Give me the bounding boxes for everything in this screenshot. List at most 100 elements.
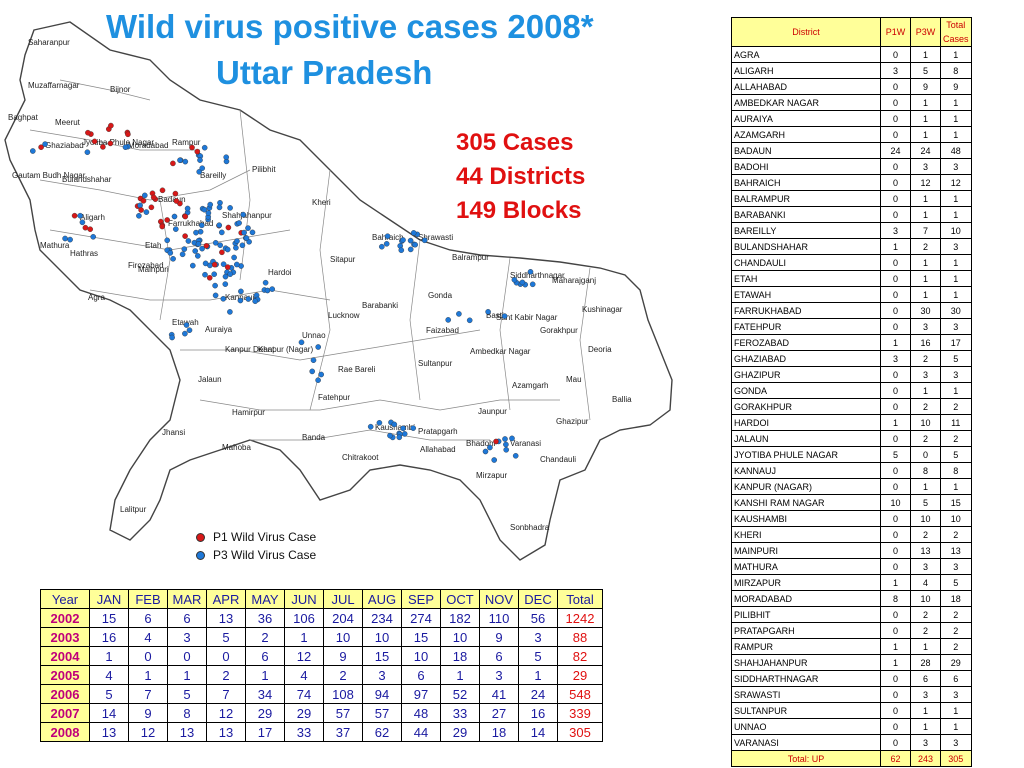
district-label: Badaun bbox=[158, 195, 186, 204]
p3-case-marker bbox=[456, 311, 462, 317]
case-count: 1 bbox=[910, 382, 941, 399]
p3-case-marker bbox=[298, 339, 305, 346]
case-count: 0 bbox=[880, 670, 911, 687]
p3-case-marker bbox=[318, 371, 325, 378]
table-row: 2005 4 1 1 2 1 4 2 3 6 1 3 1 29 bbox=[40, 665, 603, 685]
month-col-header: MAY bbox=[245, 589, 285, 609]
table-row: 2006 5 7 5 7 34 74 108 94 97 52 41 24 548 bbox=[40, 684, 603, 704]
p1-case-marker bbox=[82, 224, 89, 231]
district-label: Jhansi bbox=[162, 428, 185, 437]
p3-case-marker bbox=[201, 206, 208, 213]
page-title: Wild virus positive cases 2008* Uttar Pr… bbox=[100, 4, 720, 96]
p3-case-marker bbox=[171, 213, 178, 220]
total-cell: 62 bbox=[880, 750, 911, 767]
case-count: 8 bbox=[910, 462, 941, 479]
district-label: Sitapur bbox=[330, 255, 356, 264]
district-label: Mirzapur bbox=[476, 471, 507, 480]
p3-case-marker bbox=[141, 192, 148, 199]
district-label: Gautam Budh Nagar bbox=[12, 171, 86, 180]
case-count: 2 bbox=[910, 430, 941, 447]
summary-cases: 305 Cases bbox=[456, 129, 574, 156]
table-row: KANSHI RAM NAGAR 10 5 15 bbox=[731, 494, 972, 511]
district-label: Ghazipur bbox=[556, 417, 589, 426]
district-label: Lucknow bbox=[328, 311, 360, 320]
case-count: 1 bbox=[880, 334, 911, 351]
month-col-header: JUN bbox=[284, 589, 324, 609]
p3-case-marker bbox=[269, 286, 276, 292]
p3-case-marker bbox=[245, 296, 252, 302]
district-name: SIDDHARTHNAGAR bbox=[731, 670, 881, 687]
p3-case-marker bbox=[217, 242, 223, 248]
p3-case-marker bbox=[212, 239, 219, 246]
district-name: BADOHI bbox=[731, 158, 881, 175]
case-count: 10 bbox=[940, 510, 972, 527]
total-cell: 243 bbox=[910, 750, 941, 767]
p3-case-marker bbox=[136, 212, 142, 219]
month-value: 108 bbox=[323, 684, 363, 704]
month-value: 15 bbox=[401, 627, 441, 647]
district-label: Jalaun bbox=[198, 375, 222, 384]
district-label: Sultanpur bbox=[418, 359, 453, 368]
district-name: FARRUKHABAD bbox=[731, 302, 881, 319]
year-cell: 2005 bbox=[40, 665, 90, 685]
p3-case-marker bbox=[367, 423, 374, 430]
p3-case-marker bbox=[383, 240, 390, 247]
district-label: Farrukhabad bbox=[168, 219, 213, 228]
p3-case-marker bbox=[205, 210, 212, 216]
case-count: 3 bbox=[940, 734, 972, 751]
month-value: 5 bbox=[206, 627, 246, 647]
case-count: 0 bbox=[880, 542, 911, 559]
month-value: 37 bbox=[323, 722, 363, 742]
month-value: 13 bbox=[89, 722, 129, 742]
case-count: 10 bbox=[940, 222, 972, 239]
month-value: 6 bbox=[128, 608, 168, 628]
p3-case-marker bbox=[384, 233, 391, 239]
district-col-header: P1W bbox=[880, 17, 911, 47]
month-value: 10 bbox=[362, 627, 402, 647]
month-value: 9 bbox=[323, 646, 363, 666]
district-label: Jyotiba Phule Nagar bbox=[82, 138, 154, 147]
p3-case-marker bbox=[164, 237, 170, 244]
case-count: 1 bbox=[910, 190, 941, 207]
case-count: 3 bbox=[940, 158, 972, 175]
year-cell: 2006 bbox=[40, 684, 90, 704]
district-label: Hathras bbox=[70, 249, 98, 258]
case-count: 1 bbox=[910, 286, 941, 303]
p3-case-marker bbox=[491, 457, 498, 463]
district-name: ALIGARH bbox=[731, 62, 881, 79]
case-count: 0 bbox=[880, 622, 911, 639]
table-row: PRATAPGARH 0 2 2 bbox=[731, 622, 972, 639]
p3-case-marker bbox=[216, 222, 222, 228]
case-count: 0 bbox=[880, 718, 911, 735]
district-label: Sant Kabir Nagar bbox=[496, 313, 558, 322]
case-count: 0 bbox=[880, 174, 911, 191]
district-name: KANSHI RAM NAGAR bbox=[731, 494, 881, 511]
case-count: 2 bbox=[910, 350, 941, 367]
case-count: 1 bbox=[940, 286, 972, 303]
month-value: 2 bbox=[206, 665, 246, 685]
district-name: SULTANPUR bbox=[731, 702, 881, 719]
district-label: Shrawasti bbox=[418, 233, 453, 242]
year-total: 1242 bbox=[557, 608, 603, 628]
case-count: 0 bbox=[880, 254, 911, 271]
p3-case-marker bbox=[519, 279, 526, 286]
case-count: 0 bbox=[880, 462, 911, 479]
month-value: 18 bbox=[440, 646, 480, 666]
district-name: KANNAUJ bbox=[731, 462, 881, 479]
month-value: 5 bbox=[167, 684, 207, 704]
month-col-header: SEP bbox=[401, 589, 441, 609]
case-count: 3 bbox=[940, 238, 972, 255]
p3-case-marker bbox=[212, 282, 218, 289]
month-value: 29 bbox=[440, 722, 480, 742]
case-count: 1 bbox=[910, 126, 941, 143]
p3-case-marker bbox=[249, 229, 256, 236]
p1-case-marker bbox=[107, 140, 114, 147]
district-label: Baghpat bbox=[8, 113, 39, 122]
district-name: KAUSHAMBI bbox=[731, 510, 881, 527]
case-count: 2 bbox=[940, 606, 972, 623]
case-count: 3 bbox=[940, 318, 972, 335]
p1-case-marker bbox=[164, 217, 170, 223]
month-value: 1 bbox=[518, 665, 558, 685]
case-count: 0 bbox=[880, 46, 911, 63]
month-value: 12 bbox=[206, 703, 246, 723]
